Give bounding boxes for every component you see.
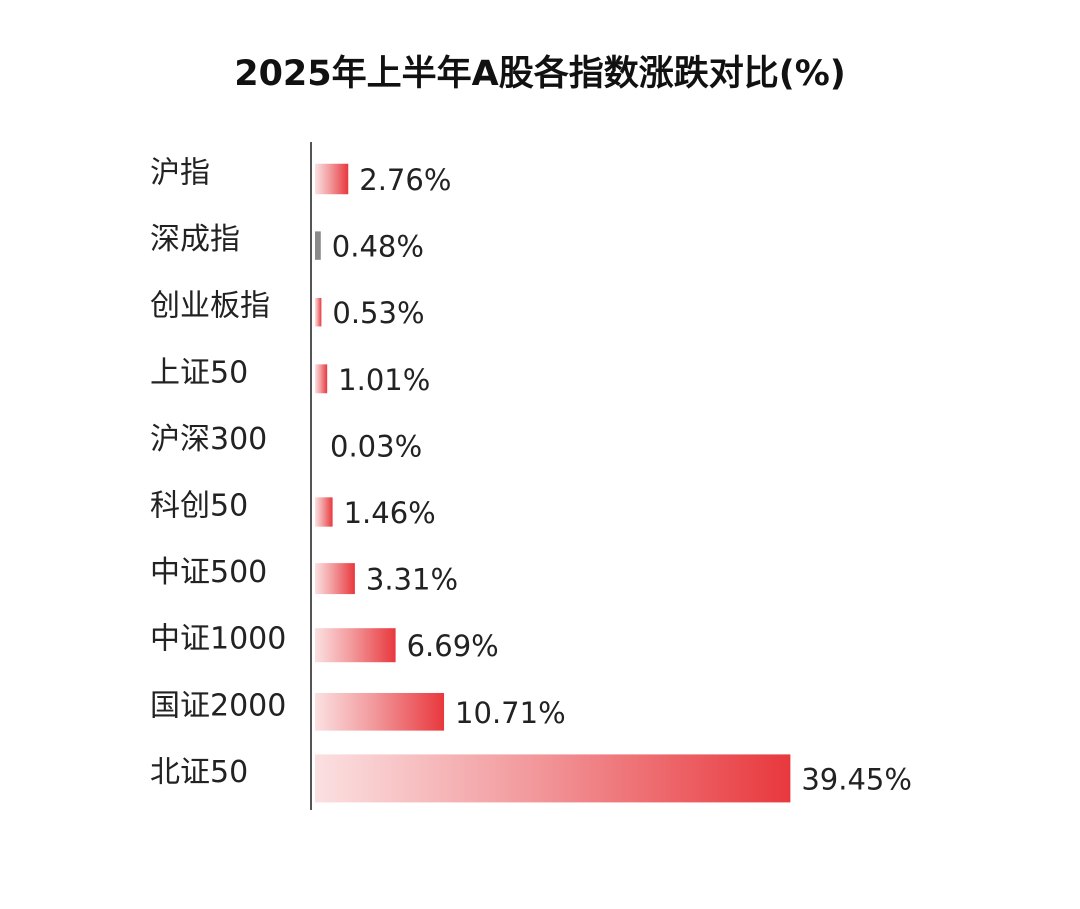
bar-1 <box>315 231 321 260</box>
category-label-9: 北证50 <box>150 755 248 790</box>
bars-group <box>315 163 791 803</box>
bar-8 <box>315 692 445 731</box>
chart-title: 2025年上半年A股各指数涨跌对比(%) <box>234 53 846 94</box>
value-label-6: 3.31% <box>366 563 458 597</box>
bar-6 <box>315 563 355 595</box>
value-label-7: 6.69% <box>407 629 499 663</box>
category-label-0: 沪指 <box>150 156 210 191</box>
bar-2 <box>315 297 322 327</box>
category-label-1: 深成指 <box>150 222 240 257</box>
category-label-4: 沪深300 <box>150 422 267 457</box>
bar-7 <box>315 628 396 663</box>
value-label-8: 10.71% <box>455 696 566 730</box>
bar-5 <box>315 497 333 527</box>
category-label-8: 国证2000 <box>150 688 286 723</box>
bar-0 <box>315 163 349 195</box>
category-label-3: 上证50 <box>150 355 248 390</box>
value-label-4: 0.03% <box>330 429 422 463</box>
category-label-6: 中证500 <box>150 555 267 590</box>
value-label-1: 0.48% <box>332 230 424 264</box>
bar-9 <box>315 754 791 803</box>
value-label-0: 2.76% <box>359 163 451 197</box>
bar-3 <box>315 364 328 394</box>
value-label-2: 0.53% <box>332 296 424 330</box>
category-label-5: 科创50 <box>150 489 248 524</box>
value-label-5: 1.46% <box>344 496 436 530</box>
value-label-3: 1.01% <box>338 363 430 397</box>
value-labels: 2.76% 0.48% 0.53% 1.01% 0.03% 1.46% 3.31% 6.69%… <box>330 163 912 796</box>
category-label-7: 中证1000 <box>150 622 286 657</box>
category-label-2: 创业板指 <box>150 289 270 324</box>
value-label-9: 39.45% <box>801 762 912 796</box>
